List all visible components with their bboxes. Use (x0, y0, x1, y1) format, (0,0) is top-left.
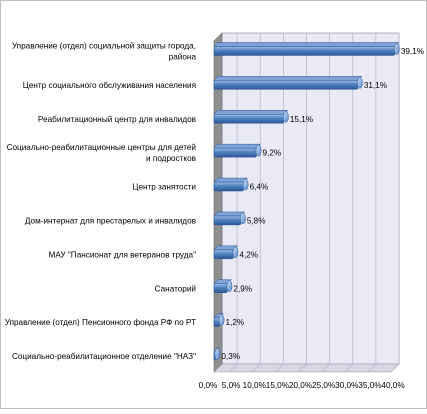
data-label: 5,8% (247, 216, 266, 225)
data-label: 4,2% (239, 250, 258, 259)
bar-top (213, 143, 262, 149)
data-label: 31,1% (364, 81, 387, 90)
category-label-line: МАУ "Пансионат для ветеранов труда" (49, 250, 197, 259)
bar-front (213, 181, 244, 192)
bar (213, 211, 246, 226)
x-tick-label: 30,0% (335, 381, 358, 390)
category-label-line: Социально-реабилитационные центры для де… (7, 143, 196, 152)
bar (213, 279, 233, 293)
category-label-line: Центр социального обслуживания населения (23, 81, 196, 90)
data-label: 0,3% (221, 352, 240, 361)
gridline-floor (251, 363, 261, 373)
data-label: 39,1% (401, 47, 424, 56)
data-label: 9,2% (263, 149, 282, 158)
category-label: Дом-интернат для престарелых и инвалидов (25, 216, 196, 225)
x-tick-label: 10,0% (243, 381, 266, 390)
bar-end-cap (232, 246, 239, 259)
gridline-floor (298, 363, 307, 373)
x-tick-label: 20,0% (289, 381, 312, 390)
category-label: Управление (отдел) Пенсионного фонда РФ … (5, 318, 196, 327)
bar-front (213, 249, 234, 260)
plot-floor (213, 363, 400, 373)
bar-front (213, 317, 220, 327)
bar (213, 177, 249, 192)
category-label-line: Центр занятости (132, 183, 196, 192)
category-label: Реабилитационный центр для инвалидов (38, 115, 196, 124)
category-label: Центр занятости (132, 183, 196, 192)
bar-end-cap (239, 212, 246, 225)
bar-front (213, 215, 242, 226)
bar-top (213, 177, 249, 183)
bar (213, 143, 262, 158)
data-label: 2,9% (233, 284, 252, 293)
bar-end-cap (393, 43, 400, 55)
category-label-line: Социально-реабилитационное отделение "НА… (12, 352, 196, 361)
bar (213, 110, 289, 124)
gridline-floor (228, 363, 238, 373)
gridline-floor (390, 363, 400, 373)
category-label: Центр социального обслуживания населения (23, 81, 196, 90)
gridline-floor (275, 363, 284, 373)
bar-top (213, 42, 400, 47)
category-label: Санаторий (155, 284, 196, 293)
category-label-line: Реабилитационный центр для инвалидов (38, 115, 196, 124)
bar-front (213, 114, 285, 124)
category-label-line: Санаторий (155, 284, 196, 293)
category-label: МАУ "Пансионат для ветеранов труда" (49, 250, 197, 259)
category-label: Социально-реабилитационное отделение "НА… (12, 352, 196, 361)
bar-front (213, 283, 228, 293)
bar (213, 245, 239, 260)
data-label: 1,2% (226, 318, 245, 327)
bar (213, 76, 363, 90)
data-label: 6,4% (250, 183, 269, 192)
bar-end-cap (218, 314, 225, 326)
bar-top (213, 76, 363, 81)
bar-top (213, 211, 246, 217)
bar-front (213, 46, 396, 56)
bar-end-cap (214, 348, 221, 360)
data-label: 15,1% (290, 115, 313, 124)
category-label-line: Дом-интернат для престарелых и инвалидов (25, 216, 196, 225)
bar-end-cap (226, 280, 233, 292)
x-tick-label: 15,0% (266, 381, 289, 390)
bar-end-cap (242, 178, 249, 191)
x-tick-label: 0,0% (199, 381, 218, 390)
bar-front (213, 147, 257, 158)
gridline-floor (344, 363, 354, 373)
bar-end-cap (282, 111, 289, 123)
category-label: Управление (отдел) социальной защиты гор… (12, 41, 197, 61)
category-label: Социально-реабилитационные центры для де… (7, 143, 196, 163)
bar-front (213, 80, 359, 90)
bar-top (213, 110, 289, 115)
bar (213, 347, 221, 361)
x-tick-label: 5,0% (222, 381, 241, 390)
gridline-floor (367, 363, 377, 373)
x-tick-label: 25,0% (312, 381, 335, 390)
bar-end-cap (356, 77, 363, 89)
x-tick-label: 35,0% (358, 381, 381, 390)
x-tick-label: 40,0% (381, 381, 404, 390)
category-label-line: Управление (отдел) социальной защиты гор… (12, 41, 196, 50)
category-label-line: района (169, 52, 197, 61)
category-label-line: Управление (отдел) Пенсионного фонда РФ … (5, 318, 196, 327)
bar (213, 313, 225, 327)
bar-end-cap (255, 144, 262, 157)
category-label-line: и подростков (146, 154, 196, 163)
gridline-floor (321, 363, 330, 373)
bar (213, 42, 400, 56)
